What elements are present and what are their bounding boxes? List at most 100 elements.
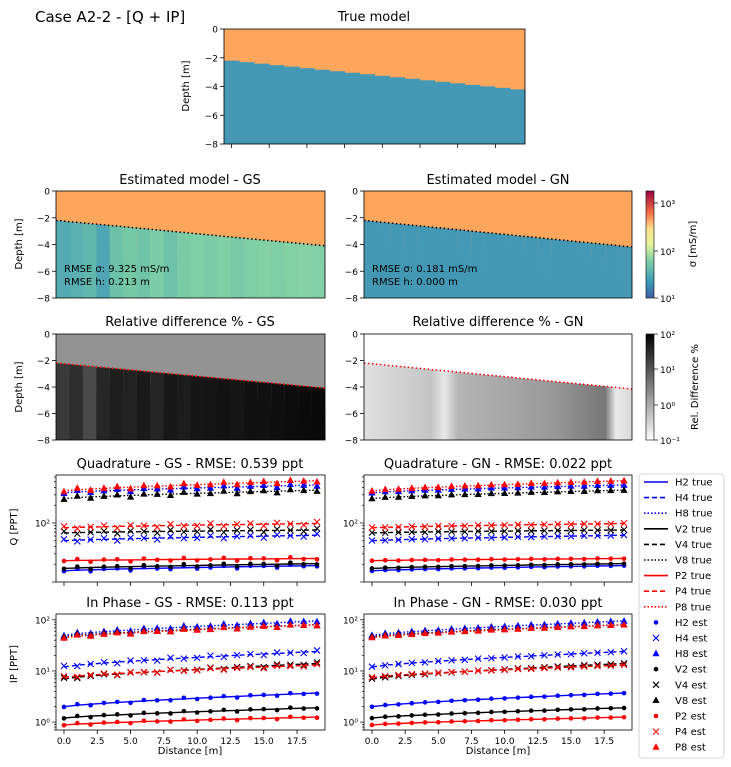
series-H4-est-point (461, 534, 469, 542)
x-tick-label: 2.5 (398, 737, 412, 747)
series-P8-est-point (233, 624, 241, 632)
series-V2-est-point (435, 712, 441, 717)
series-H4-est-point (220, 653, 228, 661)
series-H8-est-point (313, 482, 321, 489)
series-V2-est-point (141, 562, 147, 568)
series-H4-est-point (580, 649, 588, 657)
series-H8-est-point (273, 483, 281, 491)
series-P4-est-point (554, 664, 562, 671)
series-V2-est-point (581, 706, 587, 712)
estimated-gs-cell (190, 233, 205, 298)
legend-label-3: V2 true (675, 524, 712, 535)
estimated-gn-cell (431, 227, 445, 298)
legend-marker-15 (653, 713, 659, 719)
series-H4-est-point (514, 533, 522, 541)
series-P2-est-point (435, 557, 441, 563)
series-P4-est-point (501, 521, 509, 529)
series-H8-est-point (554, 482, 562, 490)
true-model-cell (314, 69, 330, 144)
estimated-gs-panel: Estimated model - GS RMSE σ: 9.325 mS/m … (14, 173, 326, 305)
y-tick-label: 0 (212, 26, 218, 36)
rel-tick-label-0p1: 10⁻¹ (660, 437, 680, 447)
series-P8-est-point (527, 624, 535, 631)
series-V2-est-point (194, 564, 200, 569)
series-V2-est-point (274, 563, 280, 568)
series-V4-est-point (381, 529, 389, 537)
series-P4-est-point (153, 669, 161, 676)
series-P8-est-point (567, 622, 575, 630)
series-P4-est-point (567, 521, 575, 528)
series-V4-est-point (180, 528, 188, 536)
series-H2-est-point (88, 702, 93, 708)
series-H8-est-point (580, 482, 588, 489)
series-P8-est-point (73, 484, 81, 491)
quadrature-gn-plot: 10² (343, 474, 633, 586)
series-P2-est-point (581, 715, 587, 721)
series-P2-est-point (141, 718, 147, 724)
series-H4-est-point (594, 649, 601, 657)
series-V4-est-point (87, 528, 95, 536)
series-H4-est-point (73, 662, 81, 670)
series-V4-est-point (527, 527, 535, 535)
rel-diff-gn-panel: Relative difference % - GN 0 −2 −4 −6 −8 (345, 315, 633, 447)
series-P2-est-point (475, 718, 481, 724)
series-P2-est-point (208, 557, 213, 562)
series-V2-est-point (621, 705, 627, 711)
series-P4-est-point (313, 660, 321, 668)
series-H4-est-point (421, 535, 429, 543)
series-P8-est-point (514, 625, 522, 632)
series-P4-est-point (100, 670, 108, 677)
estimated-gn-cell (538, 237, 553, 298)
series-P8-est-point (540, 624, 549, 631)
series-P8-est-point (474, 627, 482, 634)
series-H2-est-point (168, 697, 173, 703)
series-P2-est-point (489, 717, 494, 723)
series-V2-est-point (595, 561, 600, 567)
series-V8-est-point (540, 488, 549, 496)
series-H2-est-point (621, 690, 627, 696)
series-P4-est-point (461, 668, 469, 676)
series-V2-est-point (181, 561, 187, 567)
series-P8-est-point (394, 485, 403, 492)
series-P4-est-point (487, 522, 495, 529)
series-P4-est-point (153, 523, 161, 531)
series-P4-est-point (620, 661, 628, 669)
rel-diff-gs-cell (230, 379, 245, 440)
series-P8-est-point (246, 623, 255, 630)
series-P8-est-point (620, 476, 628, 484)
legend-label-15: P2 est (675, 712, 706, 723)
y-tick-label: −4 (205, 83, 219, 93)
series-H4-est-point (180, 534, 188, 542)
series-H8-est-point (580, 618, 588, 626)
series-V2-est-point (555, 562, 561, 567)
series-V4-est-point (461, 528, 469, 536)
estimated-gs-y-ticks: 0 −2 −4 −6 −8 (37, 188, 56, 305)
series-H2-est-point (154, 698, 160, 703)
series-P2-est-point (621, 556, 627, 561)
legend-marker-9 (653, 620, 659, 625)
true-model-cell (224, 60, 240, 144)
series-V4-est-point (73, 530, 81, 538)
series-P8-est-point (273, 623, 281, 631)
series-H2-est-point (608, 691, 614, 696)
y-tick-label: −8 (37, 437, 51, 447)
estimated-gs-cell (69, 221, 84, 298)
series-P4-est-point (514, 665, 522, 673)
series-V8-est-point (421, 491, 429, 499)
estimated-gs-cell (163, 230, 178, 298)
series-H4-est-point (87, 536, 95, 544)
true-model-x-ticks (231, 144, 496, 148)
series-P8-est-point (286, 476, 294, 483)
series-V8-est-point (273, 488, 281, 496)
series-P4-est-point (594, 662, 601, 670)
series-V4-est-point (607, 660, 615, 668)
rel-diff-gn-y-ticks: 0 −2 −4 −6 −8 (345, 331, 364, 447)
rel-diff-gn-bottom-layer (364, 363, 632, 440)
estimated-gs-cell (96, 224, 111, 298)
legend-marker-17 (652, 743, 660, 750)
series-V2-est-point (101, 712, 107, 718)
series-V8-est-point (87, 494, 95, 501)
y-tick-label: −6 (37, 410, 51, 420)
estimated-gn-cell (511, 235, 526, 298)
series-H4-est-point (434, 535, 442, 542)
